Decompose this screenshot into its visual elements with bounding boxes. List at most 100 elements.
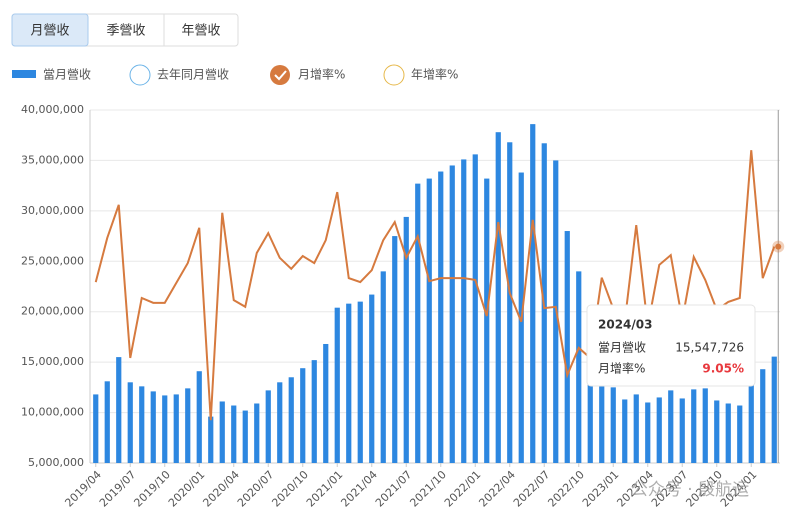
bar xyxy=(403,216,409,463)
bar xyxy=(461,159,467,464)
bar xyxy=(127,382,133,463)
line xyxy=(94,150,776,421)
legend-swatch xyxy=(12,70,36,78)
bar xyxy=(173,394,179,463)
bar xyxy=(610,387,616,463)
bar xyxy=(576,271,582,463)
bar xyxy=(196,371,202,463)
bar xyxy=(530,124,536,464)
bar xyxy=(392,236,398,463)
watermark: 公众号 · 殷航运 xyxy=(631,480,749,500)
x-tick-label: 2020/04 xyxy=(200,468,242,510)
x-tick-label: 2020/10 xyxy=(269,468,311,510)
bar xyxy=(104,381,110,463)
bar xyxy=(265,390,271,463)
legend-label[interactable]: 年增率% xyxy=(411,67,458,82)
bar xyxy=(357,301,363,463)
x-tick-label: 2021/04 xyxy=(338,468,380,510)
legend-check xyxy=(274,70,287,81)
bar xyxy=(346,303,352,463)
y-tick-label: 35,000,000 xyxy=(21,153,84,166)
tooltip-value: 15,547,726 xyxy=(675,341,744,355)
tooltip-box xyxy=(586,304,756,387)
tab[interactable]: 月營收 xyxy=(30,24,69,39)
bar xyxy=(93,394,99,463)
bar xyxy=(254,403,260,463)
bar xyxy=(622,399,628,463)
y-tick-label: 30,000,000 xyxy=(21,204,84,217)
bar xyxy=(725,403,731,463)
bar xyxy=(645,402,651,463)
bar xyxy=(714,400,720,463)
x-tick-label: 2019/07 xyxy=(97,468,139,510)
tooltip-name: 月增率% xyxy=(598,361,645,376)
bar xyxy=(495,132,501,463)
bar xyxy=(564,231,570,463)
x-tick-label: 2021/01 xyxy=(304,468,346,510)
y-tick-label: 40,000,000 xyxy=(21,103,84,116)
y-tick-label: 10,000,000 xyxy=(21,406,84,419)
bar xyxy=(484,178,490,463)
x-tick-label: 2022/04 xyxy=(476,468,518,510)
tooltip-name: 當月營收 xyxy=(598,341,646,355)
bar xyxy=(668,390,674,463)
bar xyxy=(311,360,317,463)
x-tick-label: 2022/01 xyxy=(442,468,484,510)
legend-swatch xyxy=(383,64,405,86)
bar xyxy=(633,394,639,463)
bar xyxy=(219,401,225,463)
bar xyxy=(334,307,340,463)
legend-label[interactable]: 去年同月營收 xyxy=(157,68,229,82)
tooltip-value: 9.05% xyxy=(702,362,744,376)
bar xyxy=(426,178,432,463)
bar xyxy=(415,183,421,463)
bar xyxy=(587,357,593,463)
bar xyxy=(300,368,306,463)
bar xyxy=(679,398,685,463)
x-tick-label: 2023/01 xyxy=(580,468,622,510)
bar xyxy=(277,382,283,463)
bar xyxy=(691,389,697,463)
bar xyxy=(472,154,478,463)
bar xyxy=(771,356,777,463)
tab[interactable]: 季營收 xyxy=(106,24,145,39)
bar xyxy=(116,357,122,463)
bar xyxy=(702,388,708,463)
bar xyxy=(438,171,444,463)
tab-selected[interactable] xyxy=(11,13,89,47)
legend-label[interactable]: 當月營收 xyxy=(43,68,91,82)
legend-label[interactable]: 月增率% xyxy=(298,67,345,82)
x-tick-label: 2022/07 xyxy=(511,468,553,510)
hover-point xyxy=(775,243,782,250)
bar xyxy=(185,388,191,463)
bar xyxy=(737,405,743,463)
bar xyxy=(323,343,329,463)
y-tick-label: 25,000,000 xyxy=(21,254,84,267)
bar xyxy=(656,397,662,463)
bar xyxy=(242,410,248,463)
x-tick-label: 2021/10 xyxy=(407,468,449,510)
bar xyxy=(139,386,145,463)
bar xyxy=(208,416,214,463)
tooltip-title: 2024/03 xyxy=(598,318,652,332)
bar xyxy=(162,395,168,463)
bar xyxy=(380,271,386,463)
x-tick-label: 2019/10 xyxy=(131,468,173,510)
y-tick-label: 5,000,000 xyxy=(28,456,84,469)
x-tick-label: 2022/10 xyxy=(545,468,587,510)
bar xyxy=(369,294,375,463)
y-tick-label: 20,000,000 xyxy=(21,305,84,318)
y-tick-label: 15,000,000 xyxy=(21,355,84,368)
legend-swatch xyxy=(270,65,290,85)
tab[interactable]: 年營收 xyxy=(181,24,220,39)
x-tick-label: 2019/04 xyxy=(62,468,104,510)
bar xyxy=(507,142,513,463)
bar xyxy=(449,165,455,463)
x-tick-label: 2020/07 xyxy=(235,468,277,510)
bar xyxy=(231,405,237,463)
tooltip: 2024/03 當月營收 15,547,726 月增率% 9.05% xyxy=(586,304,756,387)
bar xyxy=(760,369,766,463)
bar xyxy=(288,377,294,463)
bar xyxy=(150,391,156,463)
